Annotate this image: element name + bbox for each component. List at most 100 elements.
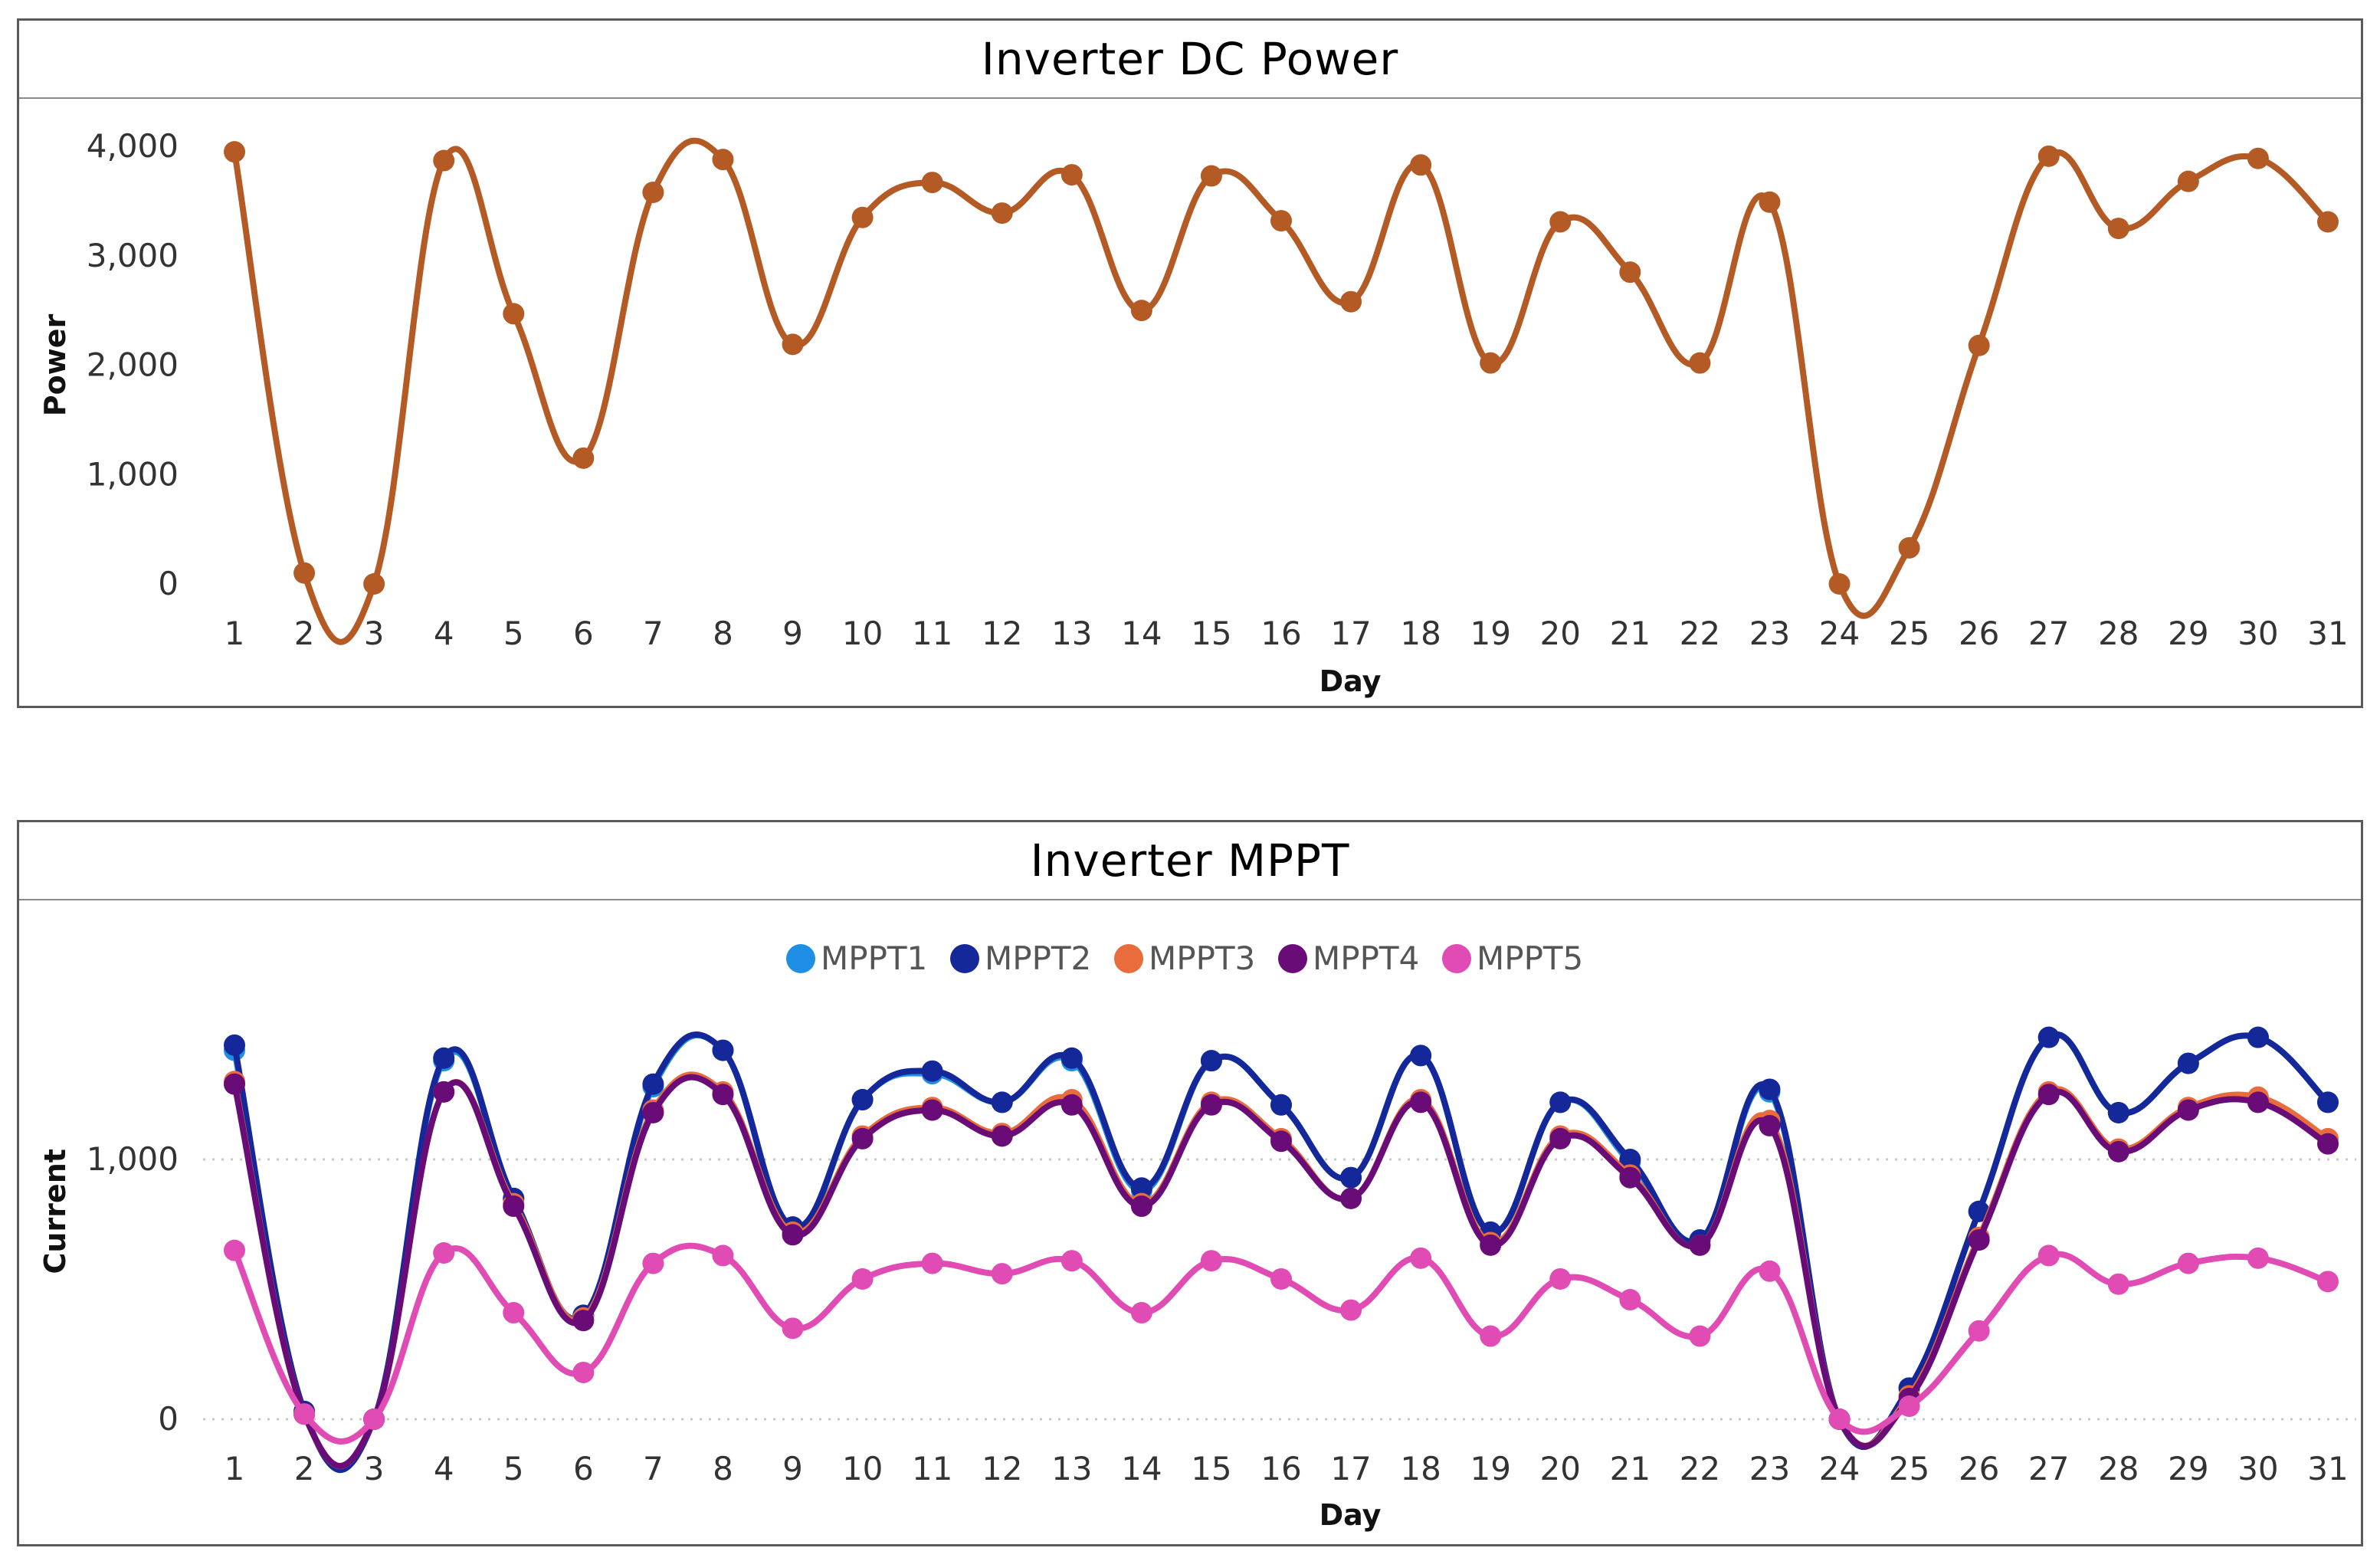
data-point-mppt5[interactable] [1549,1267,1572,1290]
data-point-mppt5[interactable] [2247,1247,2269,1269]
data-point-power[interactable] [1480,352,1502,374]
data-point-mppt5[interactable] [2107,1273,2129,1295]
data-point-mppt2[interactable] [2247,1026,2269,1048]
data-point-power[interactable] [2247,147,2269,169]
data-point-power[interactable] [503,303,525,325]
data-point-mppt4[interactable] [2247,1091,2269,1113]
data-point-mppt5[interactable] [293,1403,316,1425]
data-point-mppt2[interactable] [712,1039,734,1061]
data-point-mppt4[interactable] [642,1101,664,1123]
data-point-mppt5[interactable] [433,1242,455,1264]
data-point-power[interactable] [2037,145,2060,167]
data-point-mppt4[interactable] [712,1084,734,1106]
data-point-power[interactable] [1968,334,1990,356]
data-point-mppt4[interactable] [1130,1195,1152,1218]
legend-item-mppt4[interactable]: MPPT4 [1278,940,1419,977]
data-point-mppt5[interactable] [851,1267,874,1290]
data-point-mppt2[interactable] [1759,1078,1781,1100]
data-point-mppt2[interactable] [642,1073,664,1095]
data-point-power[interactable] [1130,300,1152,322]
data-point-mppt2[interactable] [2317,1091,2339,1113]
data-point-mppt5[interactable] [1619,1289,1641,1311]
data-point-mppt5[interactable] [642,1252,664,1274]
data-point-mppt5[interactable] [1340,1299,1362,1321]
data-point-mppt4[interactable] [782,1224,804,1246]
data-point-mppt4[interactable] [1270,1130,1292,1153]
data-point-mppt2[interactable] [2107,1101,2129,1123]
data-point-mppt4[interactable] [2317,1133,2339,1155]
data-point-mppt5[interactable] [2177,1252,2199,1274]
data-point-mppt5[interactable] [1061,1250,1083,1272]
data-point-mppt5[interactable] [782,1317,804,1340]
data-point-mppt2[interactable] [1200,1050,1222,1072]
data-point-mppt4[interactable] [433,1081,455,1103]
data-point-mppt4[interactable] [851,1127,874,1149]
data-point-mppt4[interactable] [2177,1099,2199,1121]
data-point-mppt2[interactable] [1270,1094,1292,1116]
data-point-power[interactable] [2317,211,2339,233]
data-point-mppt4[interactable] [1200,1094,1222,1116]
data-point-mppt5[interactable] [224,1239,245,1261]
data-point-mppt5[interactable] [503,1302,525,1324]
data-point-power[interactable] [921,172,943,194]
data-point-power[interactable] [1619,261,1641,284]
data-point-mppt2[interactable] [1968,1200,1990,1222]
data-point-mppt5[interactable] [1898,1395,1920,1418]
data-point-power[interactable] [782,333,804,356]
data-point-power[interactable] [433,149,455,172]
data-point-mppt5[interactable] [991,1263,1013,1285]
data-point-mppt2[interactable] [1061,1047,1083,1069]
legend-item-mppt3[interactable]: MPPT3 [1114,940,1255,977]
data-point-mppt4[interactable] [224,1073,245,1095]
data-point-mppt2[interactable] [1410,1044,1432,1067]
data-point-power[interactable] [642,181,664,203]
data-point-mppt4[interactable] [503,1195,525,1218]
data-point-mppt4[interactable] [1549,1127,1572,1149]
data-point-mppt5[interactable] [1480,1325,1502,1347]
data-point-mppt5[interactable] [1410,1247,1432,1269]
data-point-power[interactable] [363,573,385,595]
legend-item-mppt1[interactable]: MPPT1 [786,940,927,977]
data-point-mppt2[interactable] [851,1089,874,1111]
data-point-mppt4[interactable] [1689,1234,1711,1256]
data-point-mppt5[interactable] [1689,1325,1711,1347]
data-point-power[interactable] [1898,536,1920,559]
data-point-mppt2[interactable] [991,1091,1013,1113]
data-point-mppt5[interactable] [572,1361,595,1383]
data-point-mppt2[interactable] [921,1060,943,1082]
data-point-mppt4[interactable] [1619,1166,1641,1189]
data-point-power[interactable] [1549,211,1572,233]
data-point-power[interactable] [572,447,595,469]
data-point-mppt5[interactable] [1759,1260,1781,1282]
data-point-mppt2[interactable] [1549,1091,1572,1113]
data-point-mppt2[interactable] [2177,1052,2199,1074]
data-point-mppt5[interactable] [2317,1271,2339,1293]
data-point-power[interactable] [1340,290,1362,313]
data-point-mppt5[interactable] [1130,1302,1152,1324]
data-point-mppt2[interactable] [224,1034,245,1056]
data-point-power[interactable] [712,149,734,171]
data-point-power[interactable] [1061,164,1083,186]
data-point-power[interactable] [2107,218,2129,240]
data-point-mppt4[interactable] [2107,1140,2129,1163]
data-point-power[interactable] [1759,191,1781,213]
data-point-mppt4[interactable] [991,1125,1013,1147]
data-point-mppt5[interactable] [1270,1267,1292,1290]
data-point-mppt4[interactable] [1480,1234,1502,1256]
data-point-power[interactable] [1410,154,1432,176]
legend-item-mppt2[interactable]: MPPT2 [950,940,1091,977]
data-point-mppt5[interactable] [363,1409,385,1430]
data-point-power[interactable] [1689,352,1711,374]
data-point-power[interactable] [2177,170,2199,192]
data-point-mppt2[interactable] [1619,1149,1641,1170]
data-point-power[interactable] [991,202,1013,225]
data-point-mppt4[interactable] [572,1310,595,1332]
legend-item-mppt5[interactable]: MPPT5 [1442,940,1583,977]
data-point-power[interactable] [1828,573,1851,595]
data-point-mppt4[interactable] [1968,1229,1990,1251]
data-point-power[interactable] [224,141,245,163]
data-point-mppt2[interactable] [1340,1166,1362,1189]
data-point-mppt4[interactable] [2037,1084,2060,1106]
data-point-power[interactable] [1270,210,1292,232]
data-point-mppt2[interactable] [1130,1177,1152,1199]
